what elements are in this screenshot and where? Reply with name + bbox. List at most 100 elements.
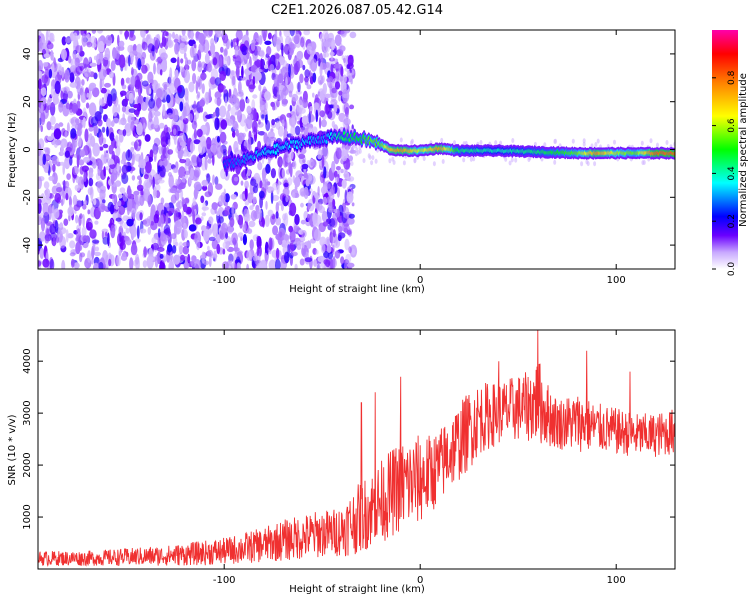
noise-speck — [246, 79, 250, 87]
noise-speck — [246, 105, 252, 115]
noise-speck — [469, 156, 473, 162]
noise-speck — [289, 229, 296, 243]
noise-speck — [141, 51, 147, 60]
noise-speck — [82, 235, 88, 243]
noise-speck — [183, 229, 188, 239]
noise-speck — [286, 112, 292, 118]
noise-speck — [264, 214, 270, 227]
noise-speck — [167, 210, 173, 217]
noise-speck — [44, 147, 50, 160]
noise-speck — [64, 150, 70, 158]
noise-speck — [52, 159, 58, 165]
noise-speck — [160, 52, 168, 61]
noise-speck — [342, 74, 347, 84]
noise-speck — [347, 176, 355, 182]
noise-speck — [250, 42, 256, 51]
noise-speck — [358, 145, 362, 151]
noise-speck — [349, 104, 355, 110]
noise-speck — [118, 205, 126, 216]
noise-speck — [102, 236, 109, 245]
noise-speck — [432, 161, 436, 167]
noise-speck — [48, 176, 54, 181]
noise-speck — [146, 256, 154, 262]
noise-speck — [125, 149, 133, 162]
noise-speck — [112, 104, 118, 117]
noise-speck — [114, 180, 122, 187]
noise-speck — [334, 58, 339, 63]
noise-speck — [334, 34, 342, 46]
noise-speck — [303, 30, 311, 36]
noise-speck — [147, 71, 154, 84]
noise-speck — [172, 167, 178, 174]
noise-speck — [39, 247, 45, 260]
noise-speck — [130, 243, 138, 256]
noise-speck — [315, 109, 319, 123]
noise-speck — [271, 119, 275, 126]
noise-speck — [69, 252, 76, 257]
noise-speck — [172, 31, 175, 39]
noise-speck — [249, 239, 254, 251]
noise-speck — [102, 143, 109, 149]
noise-speck — [268, 237, 273, 251]
noise-speck — [91, 42, 97, 48]
noise-speck — [160, 197, 165, 205]
noise-speck — [39, 38, 43, 52]
noise-speck — [134, 238, 141, 243]
noise-speck — [91, 245, 95, 260]
noise-speck — [216, 145, 224, 159]
x-tick-label: 100 — [607, 575, 626, 586]
noise-speck — [116, 162, 120, 172]
noise-speck — [84, 128, 89, 143]
noise-speck — [100, 87, 107, 94]
noise-speck — [346, 64, 351, 70]
noise-speck — [196, 239, 201, 251]
noise-speck — [152, 186, 157, 199]
noise-speck — [47, 99, 51, 106]
noise-speck — [152, 84, 155, 91]
noise-speck — [235, 128, 239, 137]
noise-speck — [276, 89, 284, 101]
noise-speck — [112, 47, 117, 60]
noise-speck — [116, 139, 121, 149]
y-tick-label: 4000 — [22, 348, 33, 373]
noise-speck — [42, 258, 50, 268]
noise-speck — [73, 153, 78, 158]
noise-speck — [284, 251, 290, 264]
noise-speck — [81, 226, 87, 237]
noise-speck — [59, 236, 66, 249]
noise-speck — [307, 204, 311, 210]
noise-speck — [187, 253, 191, 264]
noise-speck — [252, 55, 258, 62]
noise-speck — [40, 125, 43, 133]
noise-speck — [198, 42, 206, 53]
noise-speck — [150, 220, 154, 226]
noise-speck — [214, 117, 220, 131]
noise-speck — [295, 170, 303, 179]
noise-speck — [104, 82, 111, 88]
noise-speck — [131, 208, 136, 220]
noise-speck — [220, 119, 228, 130]
noise-speck — [296, 50, 304, 61]
noise-speck — [136, 122, 143, 136]
noise-speck — [272, 182, 279, 191]
noise-speck — [326, 238, 330, 245]
noise-speck — [71, 139, 76, 153]
noise-speck — [266, 137, 273, 145]
noise-speck — [94, 220, 99, 225]
noise-speck — [281, 101, 288, 107]
noise-speck — [275, 53, 280, 59]
noise-speck — [214, 91, 222, 99]
noise-speck — [348, 246, 352, 254]
noise-speck — [121, 164, 129, 175]
noise-speck — [93, 198, 97, 206]
noise-speck — [338, 225, 343, 233]
noise-speck — [308, 112, 312, 124]
noise-speck — [148, 87, 152, 95]
noise-speck — [246, 98, 250, 104]
noise-speck — [304, 69, 310, 78]
noise-speck — [131, 175, 136, 181]
noise-speck — [196, 128, 203, 138]
noise-speck — [494, 140, 498, 146]
noise-speck — [193, 128, 197, 140]
noise-speck — [299, 236, 306, 242]
